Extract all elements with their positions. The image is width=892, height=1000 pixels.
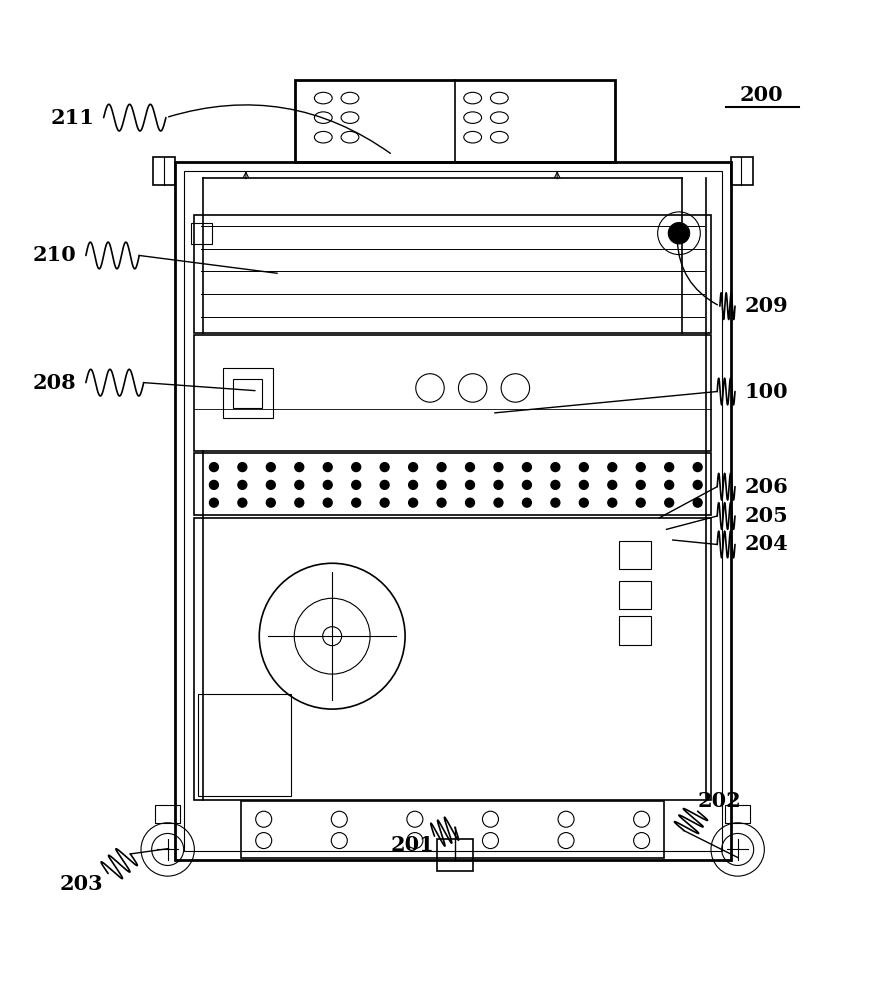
Circle shape [267, 498, 276, 507]
Circle shape [607, 463, 616, 472]
Circle shape [580, 480, 589, 489]
Circle shape [665, 480, 673, 489]
Circle shape [323, 498, 332, 507]
Text: 204: 204 [744, 534, 788, 554]
Bar [155, 805, 180, 823]
Text: 210: 210 [33, 245, 77, 265]
Bar [223, 368, 273, 418]
Bar [198, 694, 292, 796]
Circle shape [523, 480, 532, 489]
Text: 201: 201 [391, 835, 434, 855]
Circle shape [668, 223, 690, 244]
Bar [153, 157, 175, 185]
Circle shape [494, 498, 503, 507]
Circle shape [693, 463, 702, 472]
Circle shape [210, 463, 219, 472]
Circle shape [267, 463, 276, 472]
Bar [619, 541, 651, 569]
Circle shape [295, 463, 303, 472]
Bar [234, 379, 262, 408]
Text: 200: 200 [739, 85, 783, 105]
Circle shape [351, 480, 360, 489]
Circle shape [380, 480, 389, 489]
Circle shape [665, 463, 673, 472]
Bar [175, 162, 731, 860]
Circle shape [380, 463, 389, 472]
Bar [194, 335, 711, 451]
Circle shape [238, 463, 247, 472]
Circle shape [210, 498, 219, 507]
Circle shape [409, 498, 417, 507]
Circle shape [409, 480, 417, 489]
Circle shape [437, 463, 446, 472]
Circle shape [380, 498, 389, 507]
Circle shape [323, 463, 332, 472]
Circle shape [494, 480, 503, 489]
Circle shape [351, 463, 360, 472]
Circle shape [607, 480, 616, 489]
Circle shape [437, 480, 446, 489]
Circle shape [551, 480, 560, 489]
Circle shape [351, 498, 360, 507]
Bar [437, 839, 473, 871]
Circle shape [466, 498, 475, 507]
Bar [731, 157, 753, 185]
Circle shape [636, 480, 645, 489]
Bar [619, 581, 651, 609]
Bar [194, 518, 711, 800]
Bar [242, 801, 664, 858]
Circle shape [665, 498, 673, 507]
Circle shape [210, 480, 219, 489]
Circle shape [636, 463, 645, 472]
Bar [184, 171, 722, 851]
Text: 100: 100 [744, 382, 788, 402]
Circle shape [580, 498, 589, 507]
Circle shape [323, 480, 332, 489]
Circle shape [267, 480, 276, 489]
Circle shape [693, 480, 702, 489]
Circle shape [523, 498, 532, 507]
Bar [194, 453, 711, 515]
Text: 203: 203 [60, 874, 103, 894]
Circle shape [551, 498, 560, 507]
Text: 211: 211 [51, 108, 95, 128]
Text: 208: 208 [33, 373, 77, 393]
Circle shape [437, 498, 446, 507]
Bar [619, 616, 651, 645]
Text: 206: 206 [744, 477, 788, 497]
Circle shape [494, 463, 503, 472]
Circle shape [693, 498, 702, 507]
Circle shape [607, 498, 616, 507]
Circle shape [238, 498, 247, 507]
Circle shape [295, 480, 303, 489]
Circle shape [551, 463, 560, 472]
Bar [191, 223, 212, 244]
Circle shape [409, 463, 417, 472]
Text: 202: 202 [698, 791, 742, 811]
Circle shape [636, 498, 645, 507]
Text: 205: 205 [744, 506, 788, 526]
Bar [725, 805, 750, 823]
Circle shape [238, 480, 247, 489]
Circle shape [466, 463, 475, 472]
Circle shape [523, 463, 532, 472]
Text: 209: 209 [744, 296, 788, 316]
Circle shape [295, 498, 303, 507]
Circle shape [466, 480, 475, 489]
Circle shape [580, 463, 589, 472]
Bar [295, 80, 615, 162]
Bar [194, 215, 711, 333]
